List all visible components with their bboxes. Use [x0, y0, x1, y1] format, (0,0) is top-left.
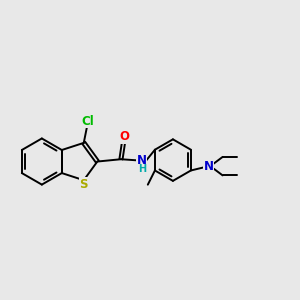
Text: H: H: [138, 164, 146, 174]
Text: N: N: [137, 154, 147, 167]
Text: O: O: [119, 130, 129, 143]
Text: S: S: [80, 178, 88, 191]
Text: Cl: Cl: [82, 115, 94, 128]
Text: N: N: [204, 160, 214, 173]
